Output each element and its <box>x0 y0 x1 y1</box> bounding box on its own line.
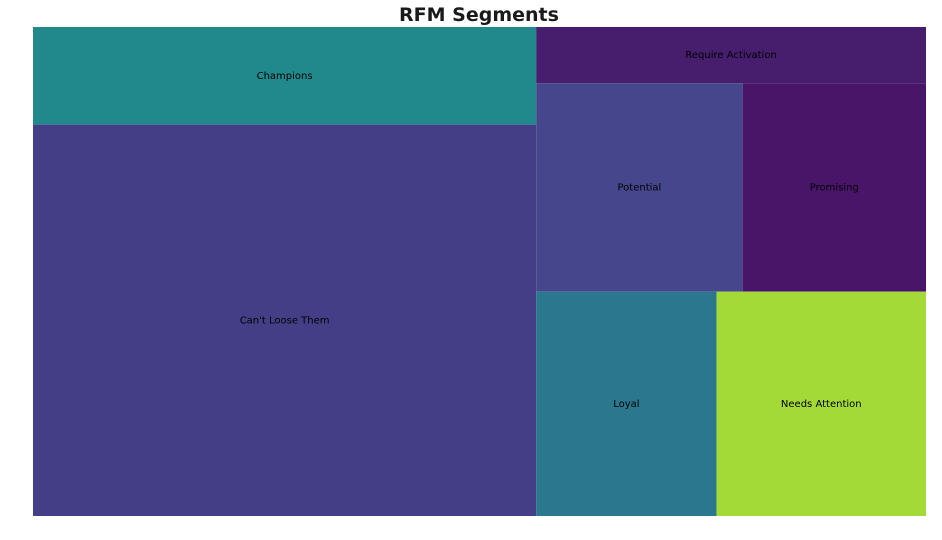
segment-label-needs-attention: Needs Attention <box>781 399 862 410</box>
segment-promising: Promising <box>743 83 926 291</box>
segment-label-champions: Champions <box>257 71 313 82</box>
segment-label-promising: Promising <box>810 182 859 193</box>
segment-require-activation: Require Activation <box>536 27 926 83</box>
segment-label-potential: Potential <box>618 182 662 193</box>
segment-label-can-t-loose-them: Can't Loose Them <box>240 315 330 326</box>
segment-loyal: Loyal <box>536 292 716 516</box>
segment-potential: Potential <box>536 83 742 291</box>
segment-champions: Champions <box>33 27 536 125</box>
segment-label-require-activation: Require Activation <box>685 50 776 61</box>
segment-label-loyal: Loyal <box>613 399 639 410</box>
segment-needs-attention: Needs Attention <box>717 292 926 516</box>
segment-can-t-loose-them: Can't Loose Them <box>33 125 536 516</box>
